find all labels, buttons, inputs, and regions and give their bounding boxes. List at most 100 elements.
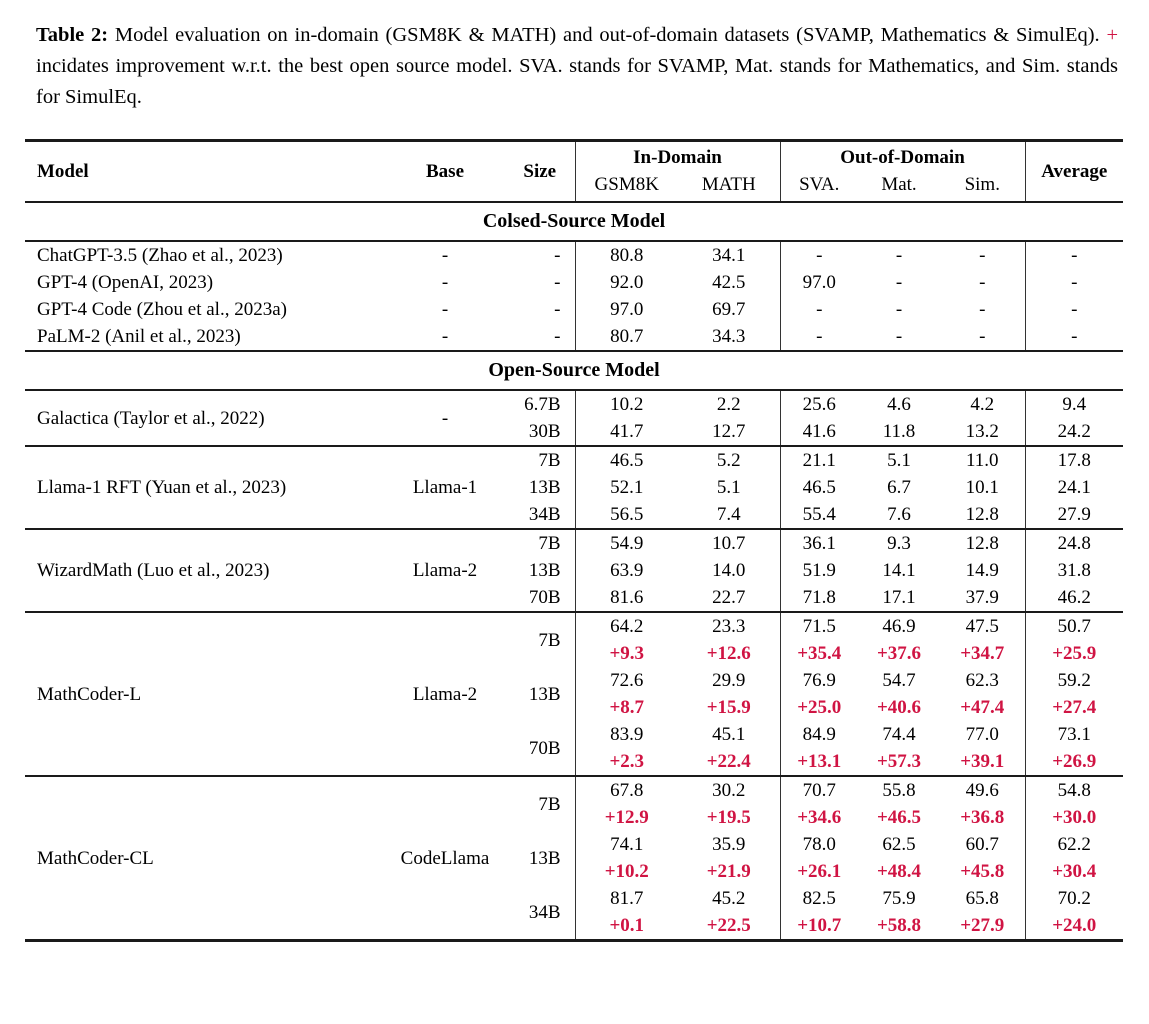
value-cell: - xyxy=(895,245,903,266)
value-cell: 92.0 xyxy=(610,272,644,293)
value-cell: - xyxy=(816,245,823,266)
value-cell: 47.5 xyxy=(940,611,1026,640)
delta-cell: +30.4 xyxy=(1052,861,1097,882)
value-cell: 78.0 xyxy=(802,834,836,855)
delta-cell: +10.2 xyxy=(604,861,649,882)
value-cell: 82.5 xyxy=(802,888,836,909)
delta-cell: +22.5 xyxy=(678,912,781,941)
value-cell: 52.1 xyxy=(610,477,644,498)
table-row: MathCoder-CL CodeLlama 7B 67.8 30.2 70.7 55.8 4… xyxy=(25,775,1124,941)
table-row: PaLM-2 (Anil et al., 2023) - - 80.7 34.3 - - - - xyxy=(25,323,1123,351)
value-cell: 5.1 xyxy=(678,474,781,501)
table-row: Llama-1 RFT (Yuan et al., 2023) Llama-1 7B… xyxy=(25,445,1124,529)
delta-cell: +10.7 xyxy=(797,915,842,936)
value-cell: 97.0 xyxy=(610,299,644,320)
size-cell: 7B xyxy=(505,775,576,831)
size-cell: 13B xyxy=(505,831,576,885)
value-cell: 80.8 xyxy=(610,245,644,266)
value-cell: 24.1 xyxy=(1057,477,1091,498)
value-cell: - xyxy=(940,323,1026,351)
value-cell: 45.1 xyxy=(678,721,781,748)
value-cell: 60.7 xyxy=(940,831,1026,858)
value-cell: 11.8 xyxy=(882,421,916,442)
value-cell: - xyxy=(895,299,903,320)
delta-row: +8.7 +15.9 +25.0 +40.6 +47.4 +27.4 xyxy=(25,694,1123,721)
delta-cell: +48.4 xyxy=(876,861,922,882)
value-cell: 46.5 xyxy=(575,445,678,474)
value-cell: 22.7 xyxy=(678,584,781,612)
delta-cell: +19.5 xyxy=(678,804,781,831)
value-cell: 10.2 xyxy=(575,389,678,418)
value-cell: 70.7 xyxy=(780,775,858,804)
plus-symbol: + xyxy=(1106,24,1118,46)
value-cell: 30.2 xyxy=(678,775,781,804)
value-cell: 45.2 xyxy=(678,885,781,912)
value-cell: 49.6 xyxy=(940,775,1026,804)
delta-cell: +12.9 xyxy=(604,807,649,828)
model-cell: MathCoder-L xyxy=(25,611,385,776)
delta-cell: +9.3 xyxy=(609,643,645,664)
delta-cell: +39.1 xyxy=(940,748,1026,776)
table-row: 13B 63.9 14.0 51.9 14.1 14.9 31.8 xyxy=(25,557,1123,584)
value-cell: 2.2 xyxy=(678,389,781,418)
size-cell: 30B xyxy=(505,418,576,446)
value-cell: 34.3 xyxy=(678,323,781,351)
value-cell: - xyxy=(816,299,823,320)
table-row: ChatGPT-3.5 (Zhao et al., 2023) - - 80.8 34.… xyxy=(25,241,1123,269)
value-cell: 23.3 xyxy=(678,611,781,640)
delta-cell: +22.4 xyxy=(678,748,781,776)
value-cell: 67.8 xyxy=(575,775,678,804)
value-cell: 24.8 xyxy=(1025,528,1124,557)
value-cell: 81.6 xyxy=(610,587,644,608)
table-body: Colsed-Source Model ChatGPT-3.5 (Zhao et … xyxy=(25,201,1124,941)
delta-cell: +12.6 xyxy=(678,640,781,667)
table-row: 30B 41.7 12.7 41.6 11.8 13.2 24.2 xyxy=(25,418,1123,446)
value-cell: 74.1 xyxy=(610,834,644,855)
delta-cell: +25.0 xyxy=(797,697,842,718)
col-header-gsm8k: GSM8K xyxy=(594,174,659,195)
col-header-sva: SVA. xyxy=(799,174,840,195)
value-cell: 41.6 xyxy=(802,421,836,442)
model-cell: GPT-4 Code (Zhou et al., 2023a) xyxy=(37,299,287,320)
base-cell: - xyxy=(441,299,449,320)
size-cell: - xyxy=(505,241,576,269)
value-cell: 71.5 xyxy=(780,611,858,640)
col-header-sim: Sim. xyxy=(940,173,1026,202)
value-cell: 5.2 xyxy=(678,445,781,474)
value-cell: 29.9 xyxy=(678,667,781,694)
base-cell: Llama-1 xyxy=(385,445,505,529)
table-row: WizardMath (Luo et al., 2023) Llama-2 7B 54… xyxy=(25,528,1124,612)
value-cell: 31.8 xyxy=(1057,560,1091,581)
value-cell: 73.1 xyxy=(1057,724,1091,745)
value-cell: 62.5 xyxy=(882,834,916,855)
delta-cell: +40.6 xyxy=(876,697,922,718)
delta-cell: +21.9 xyxy=(678,858,781,885)
delta-row: +0.1 +22.5 +10.7 +58.8 +27.9 +24.0 xyxy=(25,912,1123,941)
value-cell: 59.2 xyxy=(1057,670,1091,691)
value-cell: - xyxy=(1071,299,1078,320)
header-row-2: GSM8K MATH SVA. Mat. Sim. xyxy=(25,173,1123,202)
size-cell: - xyxy=(505,296,576,323)
delta-cell: +15.9 xyxy=(678,694,781,721)
value-cell: 65.8 xyxy=(940,885,1026,912)
col-header-mat: Mat. xyxy=(881,174,917,195)
value-cell: 27.9 xyxy=(1057,504,1091,525)
value-cell: 4.2 xyxy=(940,389,1026,418)
model-cell: MathCoder-CL xyxy=(25,775,385,941)
model-cell: Llama-1 RFT (Yuan et al., 2023) xyxy=(25,445,385,529)
delta-cell: +8.7 xyxy=(609,697,645,718)
size-cell: 34B xyxy=(505,885,576,941)
delta-cell: +26.1 xyxy=(797,861,842,882)
value-cell: 76.9 xyxy=(802,670,836,691)
value-cell: 24.2 xyxy=(1057,421,1091,442)
value-cell: 97.0 xyxy=(802,272,836,293)
size-cell: 7B xyxy=(505,528,576,557)
delta-cell: +27.9 xyxy=(940,912,1026,941)
value-cell: 17.8 xyxy=(1025,445,1124,474)
delta-cell: +47.4 xyxy=(940,694,1026,721)
value-cell: 64.2 xyxy=(575,611,678,640)
delta-cell: +35.4 xyxy=(797,643,842,664)
header-row-1: Model Base Size In-Domain Out-of-Domain … xyxy=(25,140,1123,202)
size-cell: 7B xyxy=(505,611,576,667)
value-cell: 10.1 xyxy=(940,474,1026,501)
